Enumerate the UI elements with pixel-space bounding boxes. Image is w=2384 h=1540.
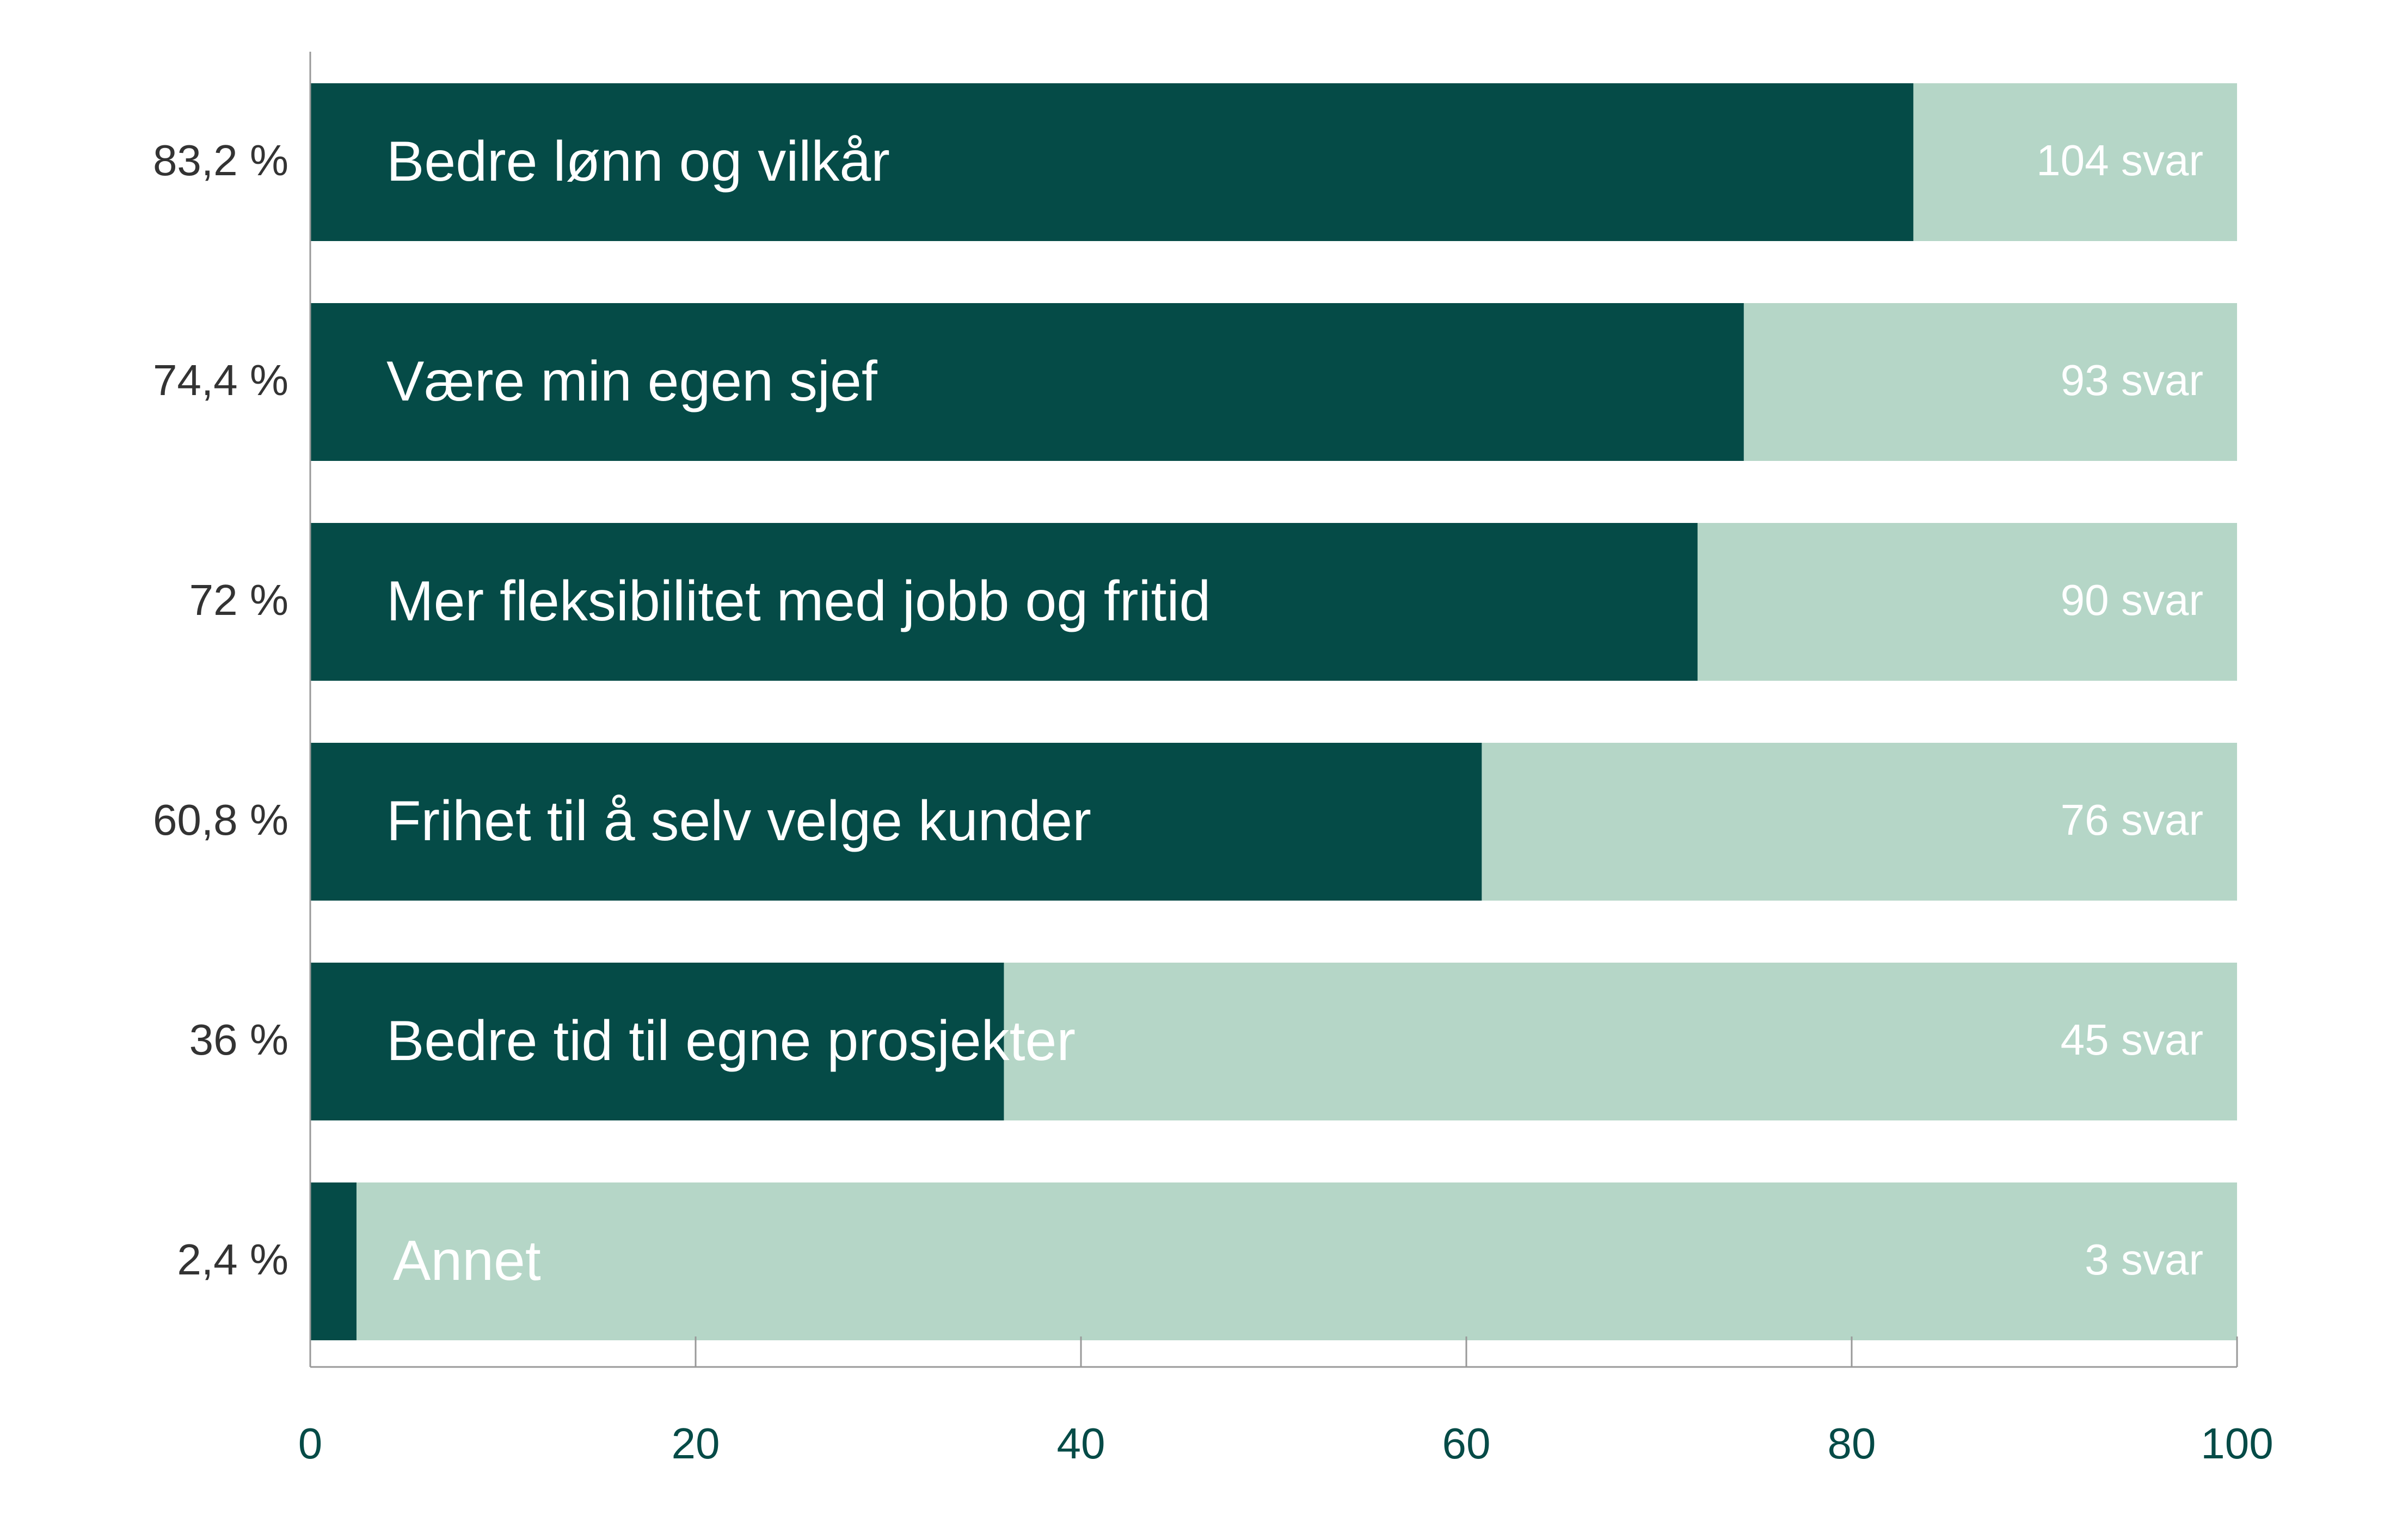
bar-percent-label: 2,4 % (177, 1235, 288, 1284)
bar (310, 523, 1698, 681)
bar-count-label: 3 svar (2085, 1235, 2203, 1284)
bar-count-label: 45 svar (2061, 1015, 2203, 1064)
bar-row: Frihet til å selv velge kunder 76 svar 60,… (153, 743, 2237, 901)
bar-category-label: Være min egen sjef (386, 350, 878, 413)
x-tick-label: 20 (672, 1419, 720, 1468)
bar-percent-label: 60,8 % (153, 796, 288, 844)
bar-count-label: 104 svar (2036, 136, 2203, 184)
bar-percent-label: 74,4 % (153, 356, 288, 404)
x-tick-label: 60 (1442, 1419, 1491, 1468)
bar (310, 83, 1914, 241)
bar-category-label: Bedre lønn og vilkår (386, 130, 890, 193)
bar (310, 963, 1004, 1120)
bar-percent-label: 72 % (189, 576, 288, 624)
bar-count-label: 90 svar (2061, 576, 2203, 624)
x-tick-label: 100 (2201, 1419, 2273, 1468)
bar-percent-label: 36 % (189, 1015, 288, 1064)
bar (310, 743, 1482, 901)
bar-row: Bedre lønn og vilkår 104 svar 83,2 % (153, 83, 2237, 241)
bar-category-label: Annet (393, 1229, 541, 1292)
bar (310, 303, 1744, 461)
bar-count-label: 93 svar (2061, 356, 2203, 404)
bar-category-label: Bedre tid til egne prosjekter (386, 1009, 1076, 1073)
bar-row: Annet 3 svar 2,4 % (177, 1182, 2237, 1340)
x-axis: 0 20 40 60 80 100 (298, 52, 2274, 1468)
x-tick-label: 80 (1828, 1419, 1876, 1468)
bar-category-label: Frihet til å selv velge kunder (386, 790, 1091, 853)
bar-track (310, 1182, 2237, 1340)
bar-row: Bedre tid til egne prosjekter 45 svar 36 % (189, 963, 2237, 1120)
bar-percent-label: 83,2 % (153, 136, 288, 184)
x-tick-label: 40 (1057, 1419, 1105, 1468)
bar-row: Mer fleksibilitet med jobb og fritid 90 s… (189, 523, 2237, 681)
bar (310, 1182, 357, 1340)
bar-count-label: 76 svar (2061, 796, 2203, 844)
x-tick-label: 0 (298, 1419, 323, 1468)
bars-layer: Bedre lønn og vilkår 104 svar 83,2 % Være m… (153, 83, 2237, 1340)
bar-row: Være min egen sjef 93 svar 74,4 % (153, 303, 2237, 461)
bar-category-label: Mer fleksibilitet med jobb og fritid (386, 570, 1211, 633)
